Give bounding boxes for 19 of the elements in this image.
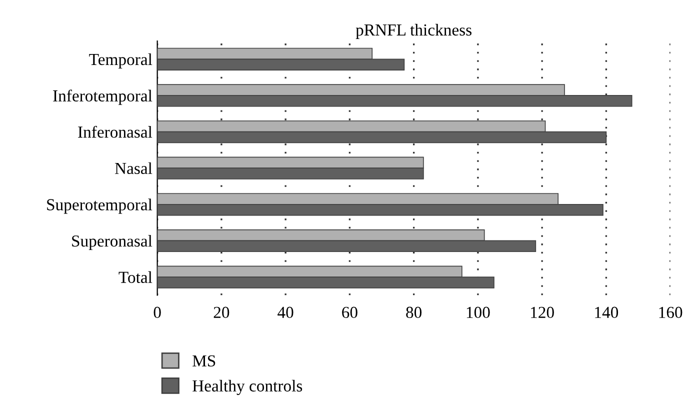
x-tick-label: 80 [406,306,422,318]
y-tick-label: Temporal [89,53,152,68]
x-tick-label: 60 [342,306,358,318]
x-tick-label: 40 [278,306,294,318]
legend-label: MS [192,355,216,367]
chart-title: pRNFL thickness [356,24,472,39]
y-tick-label: Superotemporal [47,198,152,214]
y-tick-label: Superonasal [72,234,152,250]
x-tick-label: 120 [531,306,554,318]
x-tick-label: 100 [466,306,490,318]
x-tick-label: 140 [595,306,618,318]
legend-label: Healthy controls [192,380,302,395]
x-tick-label: 160 [659,306,682,318]
y-tick-label: Nasal [114,162,152,174]
x-tick-label: 20 [214,306,230,318]
y-tick-label: Inferotemporal [53,90,152,105]
y-tick-label: Inferonasal [78,126,152,138]
x-tick-label: 0 [154,306,161,318]
y-tick-label: Total [118,271,152,283]
